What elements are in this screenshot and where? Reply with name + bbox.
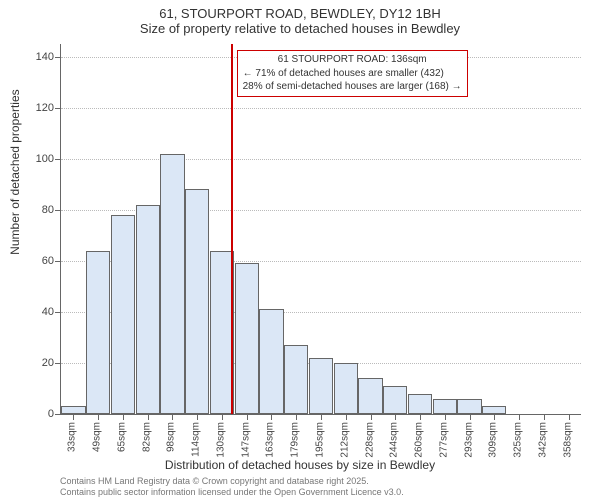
y-tick-label: 40: [26, 306, 54, 318]
x-tick-label: 179sqm: [290, 422, 301, 458]
histogram-bar: [309, 358, 333, 414]
plot-area: 61 STOURPORT ROAD: 136sqm← 71% of detach…: [60, 44, 581, 415]
x-tick: [73, 414, 74, 420]
x-tick: [98, 414, 99, 420]
callout-line: 28% of semi-detached houses are larger (…: [243, 80, 462, 94]
x-tick-label: 260sqm: [414, 422, 425, 458]
x-tick-label: 325sqm: [513, 422, 524, 458]
histogram-bar: [334, 363, 358, 414]
y-tick-label: 80: [26, 204, 54, 216]
histogram-bar: [358, 378, 382, 414]
gridline: [61, 108, 581, 109]
histogram-bar: [235, 263, 259, 414]
y-tick: [55, 312, 61, 313]
histogram-bar: [482, 406, 506, 414]
x-tick-label: 147sqm: [240, 422, 251, 458]
x-tick: [544, 414, 545, 420]
x-tick: [197, 414, 198, 420]
histogram-bar: [111, 215, 135, 414]
x-tick-label: 293sqm: [463, 422, 474, 458]
footer-line2: Contains public sector information licen…: [60, 487, 404, 498]
histogram-bar: [383, 386, 407, 414]
callout-line: ← 71% of detached houses are smaller (43…: [243, 67, 462, 81]
y-tick-label: 60: [26, 255, 54, 267]
x-tick-label: 98sqm: [166, 422, 177, 452]
gridline: [61, 159, 581, 160]
x-tick: [569, 414, 570, 420]
y-tick: [55, 363, 61, 364]
x-tick: [321, 414, 322, 420]
x-tick-label: 244sqm: [389, 422, 400, 458]
x-tick: [296, 414, 297, 420]
x-tick-label: 342sqm: [537, 422, 548, 458]
chart-container: 61, STOURPORT ROAD, BEWDLEY, DY12 1BH Si…: [0, 0, 600, 500]
y-tick-label: 140: [26, 51, 54, 63]
y-tick: [55, 210, 61, 211]
chart-title-line1: 61, STOURPORT ROAD, BEWDLEY, DY12 1BH: [0, 0, 600, 21]
x-tick-label: 358sqm: [562, 422, 573, 458]
x-tick-label: 309sqm: [488, 422, 499, 458]
histogram-bar: [61, 406, 85, 414]
x-tick-label: 277sqm: [438, 422, 449, 458]
y-tick-label: 0: [26, 408, 54, 420]
y-tick: [55, 261, 61, 262]
x-tick-label: 33sqm: [67, 422, 78, 452]
histogram-bar: [136, 205, 160, 414]
x-tick: [371, 414, 372, 420]
x-tick-label: 195sqm: [315, 422, 326, 458]
callout-box: 61 STOURPORT ROAD: 136sqm← 71% of detach…: [237, 50, 468, 97]
y-tick: [55, 57, 61, 58]
x-tick-label: 228sqm: [364, 422, 375, 458]
y-tick: [55, 108, 61, 109]
histogram-bar: [408, 394, 432, 414]
callout-line: 61 STOURPORT ROAD: 136sqm: [243, 53, 462, 67]
histogram-bar: [457, 399, 481, 414]
x-tick: [222, 414, 223, 420]
x-tick: [247, 414, 248, 420]
x-tick: [123, 414, 124, 420]
y-tick-label: 100: [26, 153, 54, 165]
x-tick: [395, 414, 396, 420]
y-tick: [55, 159, 61, 160]
x-tick-label: 130sqm: [215, 422, 226, 458]
x-tick-label: 82sqm: [141, 422, 152, 452]
x-tick: [494, 414, 495, 420]
chart-title-line2: Size of property relative to detached ho…: [0, 21, 600, 36]
histogram-bar: [433, 399, 457, 414]
x-tick-label: 212sqm: [339, 422, 350, 458]
x-tick-label: 65sqm: [116, 422, 127, 452]
x-tick: [470, 414, 471, 420]
x-tick: [445, 414, 446, 420]
histogram-bar: [259, 309, 283, 414]
histogram-bar: [185, 189, 209, 414]
x-tick-label: 49sqm: [92, 422, 103, 452]
histogram-bar: [86, 251, 110, 414]
x-tick: [346, 414, 347, 420]
chart-footer: Contains HM Land Registry data © Crown c…: [60, 476, 404, 499]
y-tick-label: 20: [26, 357, 54, 369]
footer-line1: Contains HM Land Registry data © Crown c…: [60, 476, 404, 487]
x-tick: [420, 414, 421, 420]
y-tick: [55, 414, 61, 415]
x-tick: [271, 414, 272, 420]
histogram-bar: [160, 154, 184, 414]
y-axis-title: Number of detached properties: [8, 89, 22, 254]
x-tick-label: 114sqm: [191, 422, 202, 457]
x-tick: [148, 414, 149, 420]
x-tick: [519, 414, 520, 420]
x-tick-label: 163sqm: [265, 422, 276, 458]
histogram-bar: [284, 345, 308, 414]
reference-line: [231, 44, 233, 414]
x-tick: [172, 414, 173, 420]
y-tick-label: 120: [26, 102, 54, 114]
x-axis-title: Distribution of detached houses by size …: [0, 458, 600, 472]
